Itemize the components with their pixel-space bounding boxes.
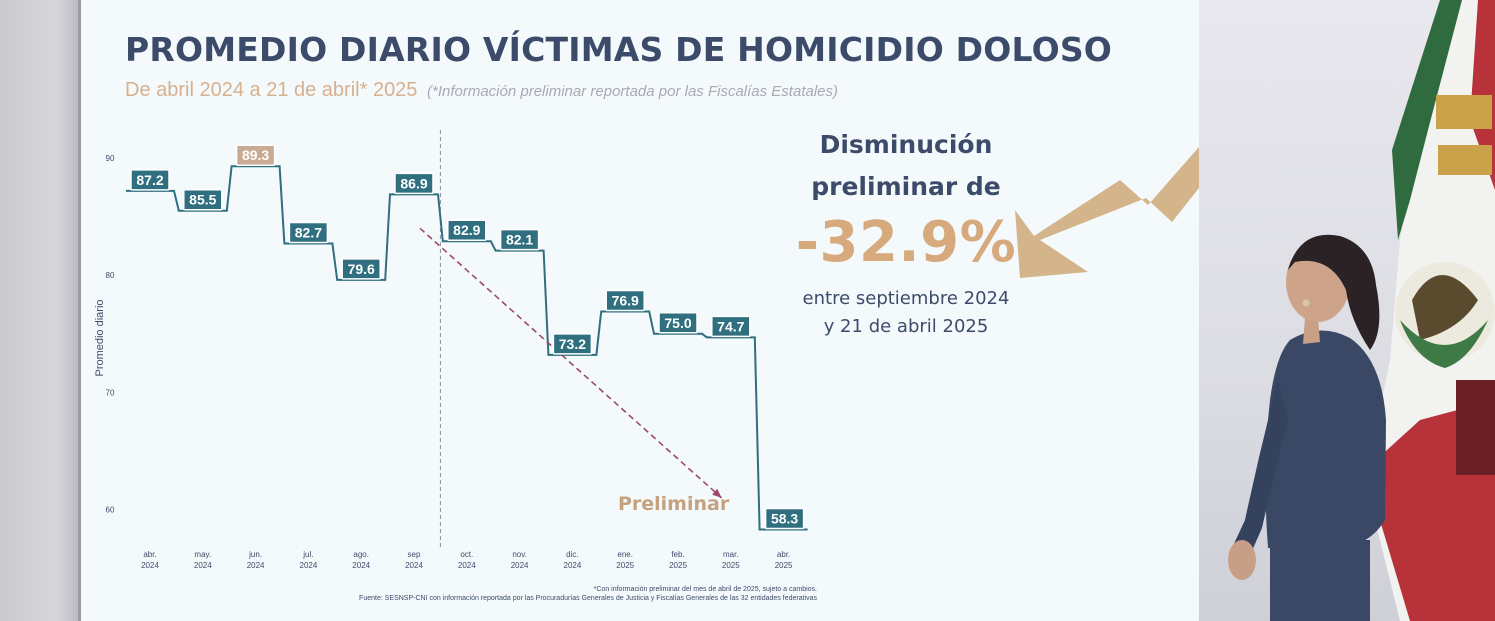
y-tick-label: 80	[106, 271, 115, 280]
x-tick-month: ene.	[617, 550, 633, 559]
x-tick-year: 2024	[352, 561, 370, 570]
data-label-value: 85.5	[189, 192, 216, 208]
data-label-value: 76.9	[612, 293, 639, 309]
chart-title: PROMEDIO DIARIO VÍCTIMAS DE HOMICIDIO DO…	[125, 30, 1113, 69]
data-label-box	[288, 221, 329, 244]
presenter-image	[1228, 234, 1386, 621]
data-label-box	[552, 333, 593, 355]
y-tick-label: 60	[106, 506, 115, 515]
data-label-box	[130, 169, 170, 191]
x-tick-year: 2024	[194, 561, 212, 570]
data-label-box	[605, 289, 645, 312]
subtitle-note: (*Información preliminar reportada por l…	[427, 83, 838, 100]
x-tick-month: ago.	[353, 550, 369, 559]
x-tick-year: 2024	[405, 561, 423, 570]
x-tick-month: abr.	[777, 550, 790, 559]
y-tick-label: 70	[106, 388, 115, 397]
callout-period-line1: entre septiembre 2024	[802, 288, 1010, 309]
x-tick-year: 2024	[300, 561, 318, 570]
data-label-box	[341, 258, 381, 280]
x-tick-month: nov.	[512, 550, 527, 559]
data-label-box	[499, 228, 540, 251]
trend-arrow-line	[419, 227, 723, 499]
x-tick-month: jun.	[248, 550, 262, 559]
series-step-line	[126, 165, 808, 531]
data-label-value: 82.7	[295, 225, 322, 241]
x-tick-year: 2025	[775, 561, 793, 570]
data-label-value: 89.3	[242, 147, 269, 163]
chart-subtitle: De abril 2024 a 21 de abril* 2025 (*Info…	[125, 79, 838, 102]
x-tick-month: oct.	[460, 550, 473, 559]
x-tick-month: dic.	[566, 550, 578, 559]
x-tick-year: 2024	[564, 561, 582, 570]
mexican-flag-image	[1365, 0, 1495, 621]
data-label-value: 82.1	[506, 232, 533, 248]
x-tick-year: 2025	[669, 561, 687, 570]
x-tick-year: 2024	[141, 561, 159, 570]
data-label-box	[235, 144, 276, 166]
footnote-source: Fuente: SESNSP-CNI con información repor…	[359, 595, 817, 602]
data-label-value: 75.0	[664, 315, 691, 331]
data-label-value: 79.6	[348, 261, 375, 277]
x-tick-month: jul.	[302, 550, 313, 559]
data-label-box	[394, 172, 434, 195]
data-label-box	[711, 315, 751, 338]
data-label-value: 82.9	[453, 222, 480, 238]
trend-arrowhead-icon	[712, 488, 722, 498]
footnote-preliminary: *Con información preliminar del mes de a…	[593, 586, 817, 593]
data-label-box	[764, 507, 805, 530]
callout-percentage: -32.9%	[795, 210, 1017, 275]
data-label-box	[183, 188, 223, 211]
x-tick-month: sep	[408, 550, 421, 559]
callout-heading-line2: preliminar de	[811, 172, 1001, 201]
studio-wall-left	[0, 0, 80, 621]
data-label-value: 74.7	[717, 318, 744, 334]
screen-frame-edge	[78, 0, 81, 621]
x-tick-month: mar.	[723, 550, 739, 559]
callout-period-line2: y 21 de abril 2025	[823, 316, 989, 337]
data-label-value: 86.9	[400, 175, 427, 191]
x-tick-month: abr.	[143, 550, 156, 559]
data-label-value: 87.2	[136, 172, 163, 188]
x-tick-month: feb.	[671, 550, 684, 559]
y-tick-label: 90	[106, 154, 115, 163]
x-tick-year: 2025	[722, 561, 740, 570]
data-label-value: 73.2	[559, 336, 586, 352]
x-tick-year: 2025	[616, 561, 634, 570]
data-label-box	[658, 312, 698, 334]
x-tick-month: may.	[194, 550, 211, 559]
x-tick-year: 2024	[458, 561, 476, 570]
preliminary-annotation: Preliminar	[618, 493, 730, 515]
data-label-value: 58.3	[771, 511, 798, 527]
x-tick-year: 2024	[247, 561, 265, 570]
step-line-chart: 60 70 80 90 Preliminar 87.2 85.5 89.3 82.7 79.6 86…	[106, 130, 808, 570]
callout-heading-line1: Disminución	[819, 130, 993, 159]
subtitle-date-range: De abril 2024 a 21 de abril* 2025	[125, 79, 418, 101]
x-tick-year: 2024	[511, 561, 529, 570]
data-label-box	[447, 219, 487, 241]
